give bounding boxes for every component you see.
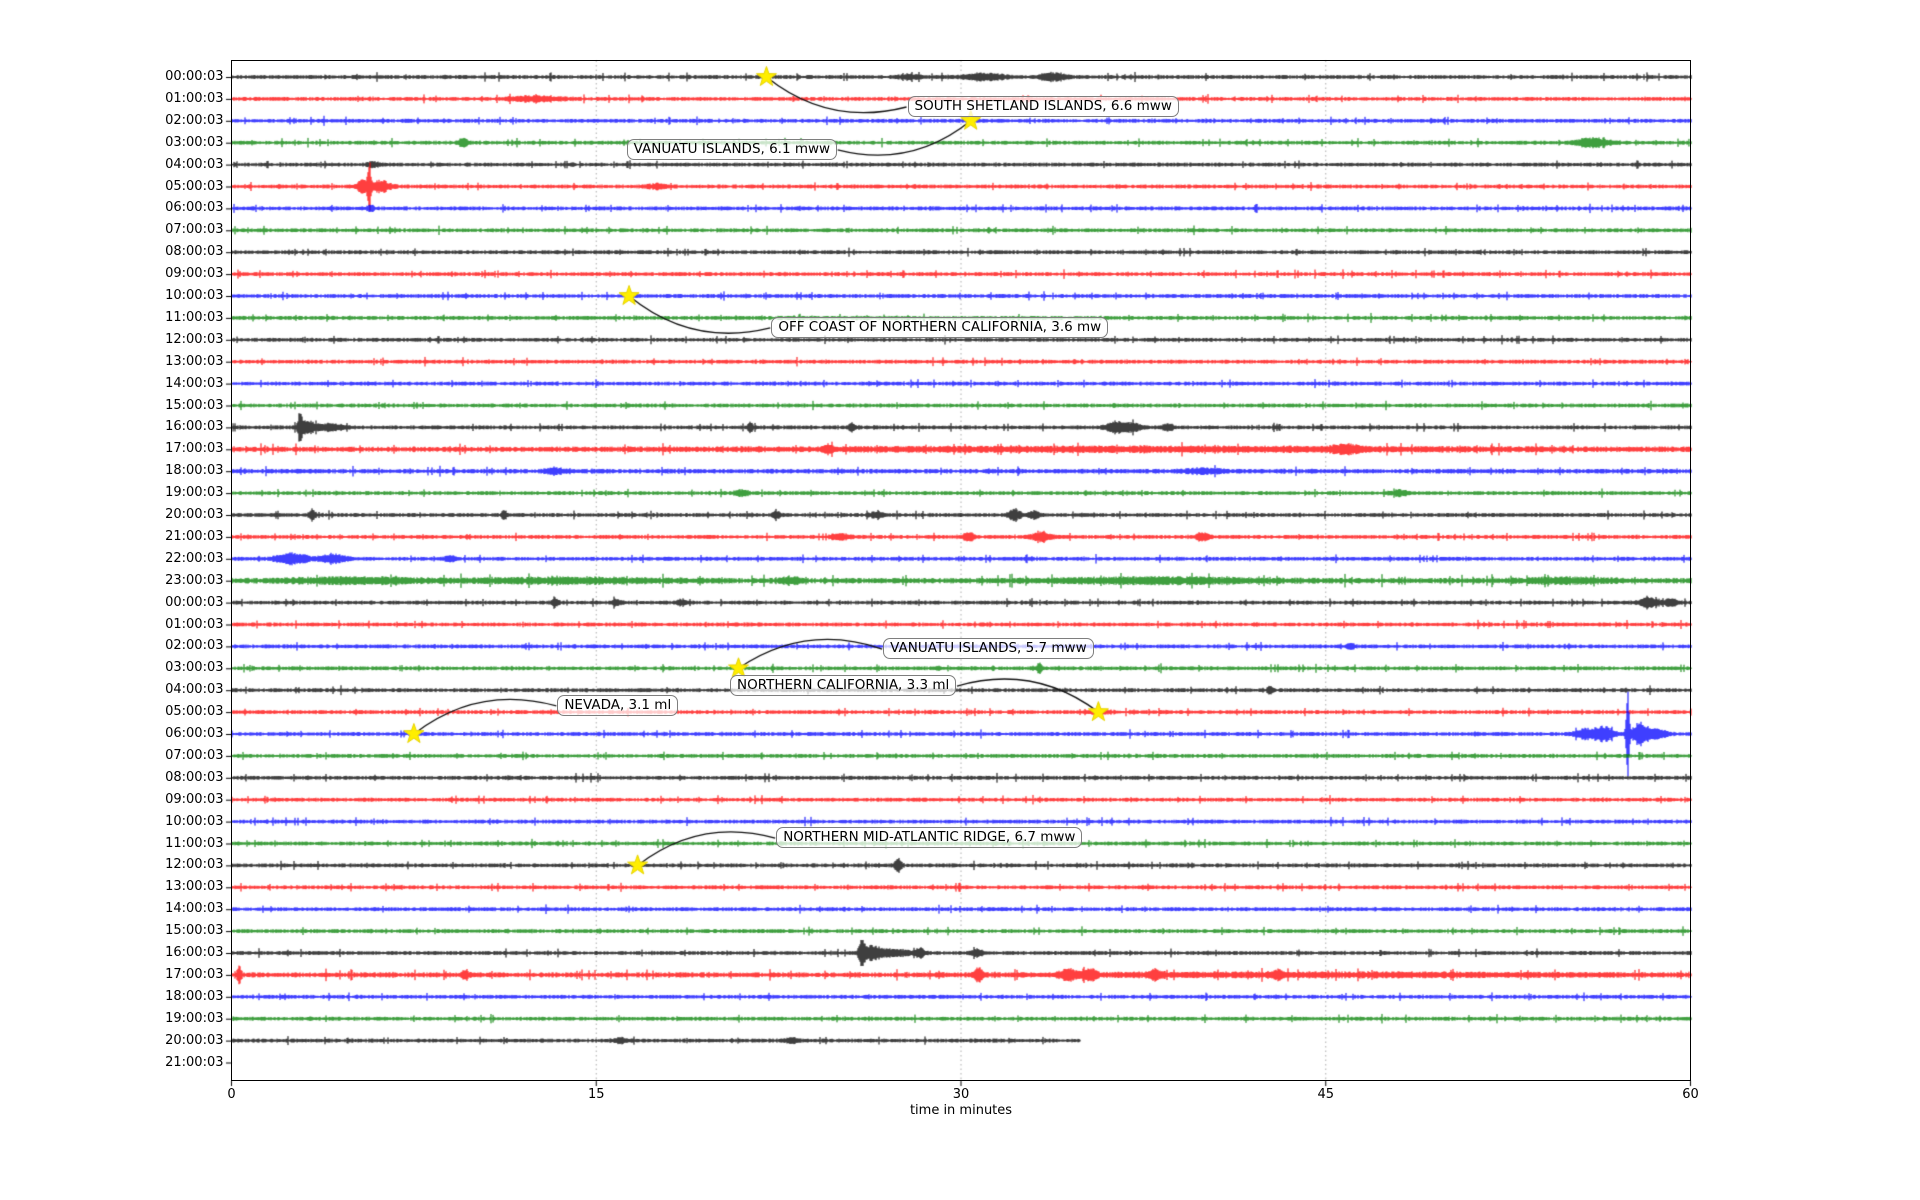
y-tick-label: 17:00:03 [165,966,224,982]
y-tick-label: 21:00:03 [165,528,224,544]
x-tick-label: 15 [587,1087,605,1102]
y-tick-label: 12:00:03 [165,857,224,873]
event-annotation: NORTHERN MID-ATLANTIC RIDGE, 6.7 mww [776,827,1083,849]
event-annotation: OFF COAST OF NORTHERN CALIFORNIA, 3.6 mw [771,316,1109,338]
y-tick-label: 02:00:03 [165,638,224,654]
y-tick-label: 11:00:03 [165,835,224,851]
y-tick-label: 18:00:03 [165,988,224,1004]
y-tick-label: 08:00:03 [165,769,224,785]
y-tick-label: 05:00:03 [165,178,224,194]
y-tick-label: 08:00:03 [165,244,224,260]
x-tick-label: 30 [952,1087,970,1102]
event-annotation: VANUATU ISLANDS, 5.7 mww [883,638,1094,660]
event-annotation: NEVADA, 3.1 ml [557,694,679,716]
y-tick-label: 02:00:03 [165,112,224,128]
y-tick-label: 10:00:03 [165,288,224,303]
x-tick-label: 45 [1317,1087,1335,1102]
y-tick-label: 03:00:03 [165,660,224,676]
y-tick-label: 04:00:03 [165,682,224,698]
x-axis-label: time in minutes [909,1103,1013,1118]
x-tick-label: 0 [227,1087,236,1102]
y-tick-label: 07:00:03 [165,222,224,238]
y-tick-label: 23:00:03 [165,572,224,588]
y-tick-label: 20:00:03 [165,507,224,522]
y-tick-label: 06:00:03 [165,726,224,741]
y-tick-label: 19:00:03 [165,485,224,501]
y-tick-label: 14:00:03 [165,375,224,391]
y-tick-label: 11:00:03 [165,309,224,325]
event-annotation: SOUTH SHETLAND ISLANDS, 6.6 mww [907,96,1179,117]
y-tick-label: 09:00:03 [165,266,224,282]
y-tick-label: 12:00:03 [165,331,224,347]
y-tick-label: 15:00:03 [165,397,224,413]
y-tick-label: 20:00:03 [165,1032,224,1048]
y-tick-label: 04:00:03 [165,156,224,172]
y-tick-label: 03:00:03 [165,134,224,150]
y-tick-label: 22:00:03 [165,550,224,566]
x-tick-label: 60 [1682,1087,1699,1102]
y-tick-label: 14:00:03 [165,901,224,917]
y-tick-label: 00:00:03 [165,594,224,610]
event-annotation: NORTHERN CALIFORNIA, 3.3 ml [729,675,957,697]
y-tick-label: 18:00:03 [165,463,224,479]
y-tick-label: 00:00:03 [165,69,224,84]
y-tick-label: 13:00:03 [165,879,224,895]
y-tick-label: 05:00:03 [165,704,224,720]
y-tick-label: 16:00:03 [165,419,224,435]
y-tick-label: 15:00:03 [165,923,224,939]
y-tick-label: 07:00:03 [165,747,224,763]
y-tick-label: 01:00:03 [165,90,224,106]
event-annotation: VANUATU ISLANDS, 6.1 mww [626,138,838,160]
y-tick-label: 16:00:03 [165,945,224,960]
y-tick-label: 01:00:03 [165,616,224,632]
y-tick-label: 10:00:03 [165,813,224,829]
y-tick-label: 17:00:03 [165,441,224,457]
y-tick-label: 09:00:03 [165,791,224,807]
y-tick-label: 19:00:03 [165,1010,224,1026]
y-tick-label: 06:00:03 [165,200,224,216]
y-tick-label: 21:00:03 [165,1054,224,1070]
y-tick-label: 13:00:03 [165,353,224,369]
